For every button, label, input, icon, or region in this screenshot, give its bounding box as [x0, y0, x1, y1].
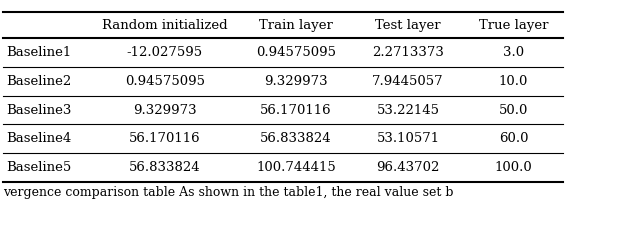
Text: 53.22145: 53.22145 [376, 104, 440, 116]
Text: Baseline4: Baseline4 [6, 132, 72, 145]
Text: True layer: True layer [479, 19, 548, 31]
Text: 100.0: 100.0 [495, 161, 532, 174]
Text: 0.94575095: 0.94575095 [125, 75, 205, 88]
Text: Random initialized: Random initialized [102, 19, 228, 31]
Text: 56.170116: 56.170116 [129, 132, 200, 145]
Text: 10.0: 10.0 [499, 75, 528, 88]
Text: Train layer: Train layer [259, 19, 333, 31]
Text: 56.170116: 56.170116 [260, 104, 332, 116]
Text: 2.2713373: 2.2713373 [372, 46, 444, 59]
Text: 50.0: 50.0 [499, 104, 528, 116]
Text: 60.0: 60.0 [499, 132, 529, 145]
Text: 7.9445057: 7.9445057 [372, 75, 444, 88]
Text: 53.10571: 53.10571 [376, 132, 440, 145]
Text: Test layer: Test layer [375, 19, 441, 31]
Text: 56.833824: 56.833824 [129, 161, 200, 174]
Text: 100.744415: 100.744415 [256, 161, 336, 174]
Text: 56.833824: 56.833824 [260, 132, 332, 145]
Text: Baseline2: Baseline2 [6, 75, 72, 88]
Text: -12.027595: -12.027595 [127, 46, 203, 59]
Text: 3.0: 3.0 [503, 46, 524, 59]
Text: 96.43702: 96.43702 [376, 161, 440, 174]
Text: Baseline3: Baseline3 [6, 104, 72, 116]
Text: 9.329973: 9.329973 [133, 104, 196, 116]
Text: 9.329973: 9.329973 [264, 75, 328, 88]
Text: Baseline5: Baseline5 [6, 161, 72, 174]
Text: 0.94575095: 0.94575095 [256, 46, 336, 59]
Text: vergence comparison table As shown in the table1, the real value set b: vergence comparison table As shown in th… [3, 186, 454, 199]
Text: Baseline1: Baseline1 [6, 46, 72, 59]
